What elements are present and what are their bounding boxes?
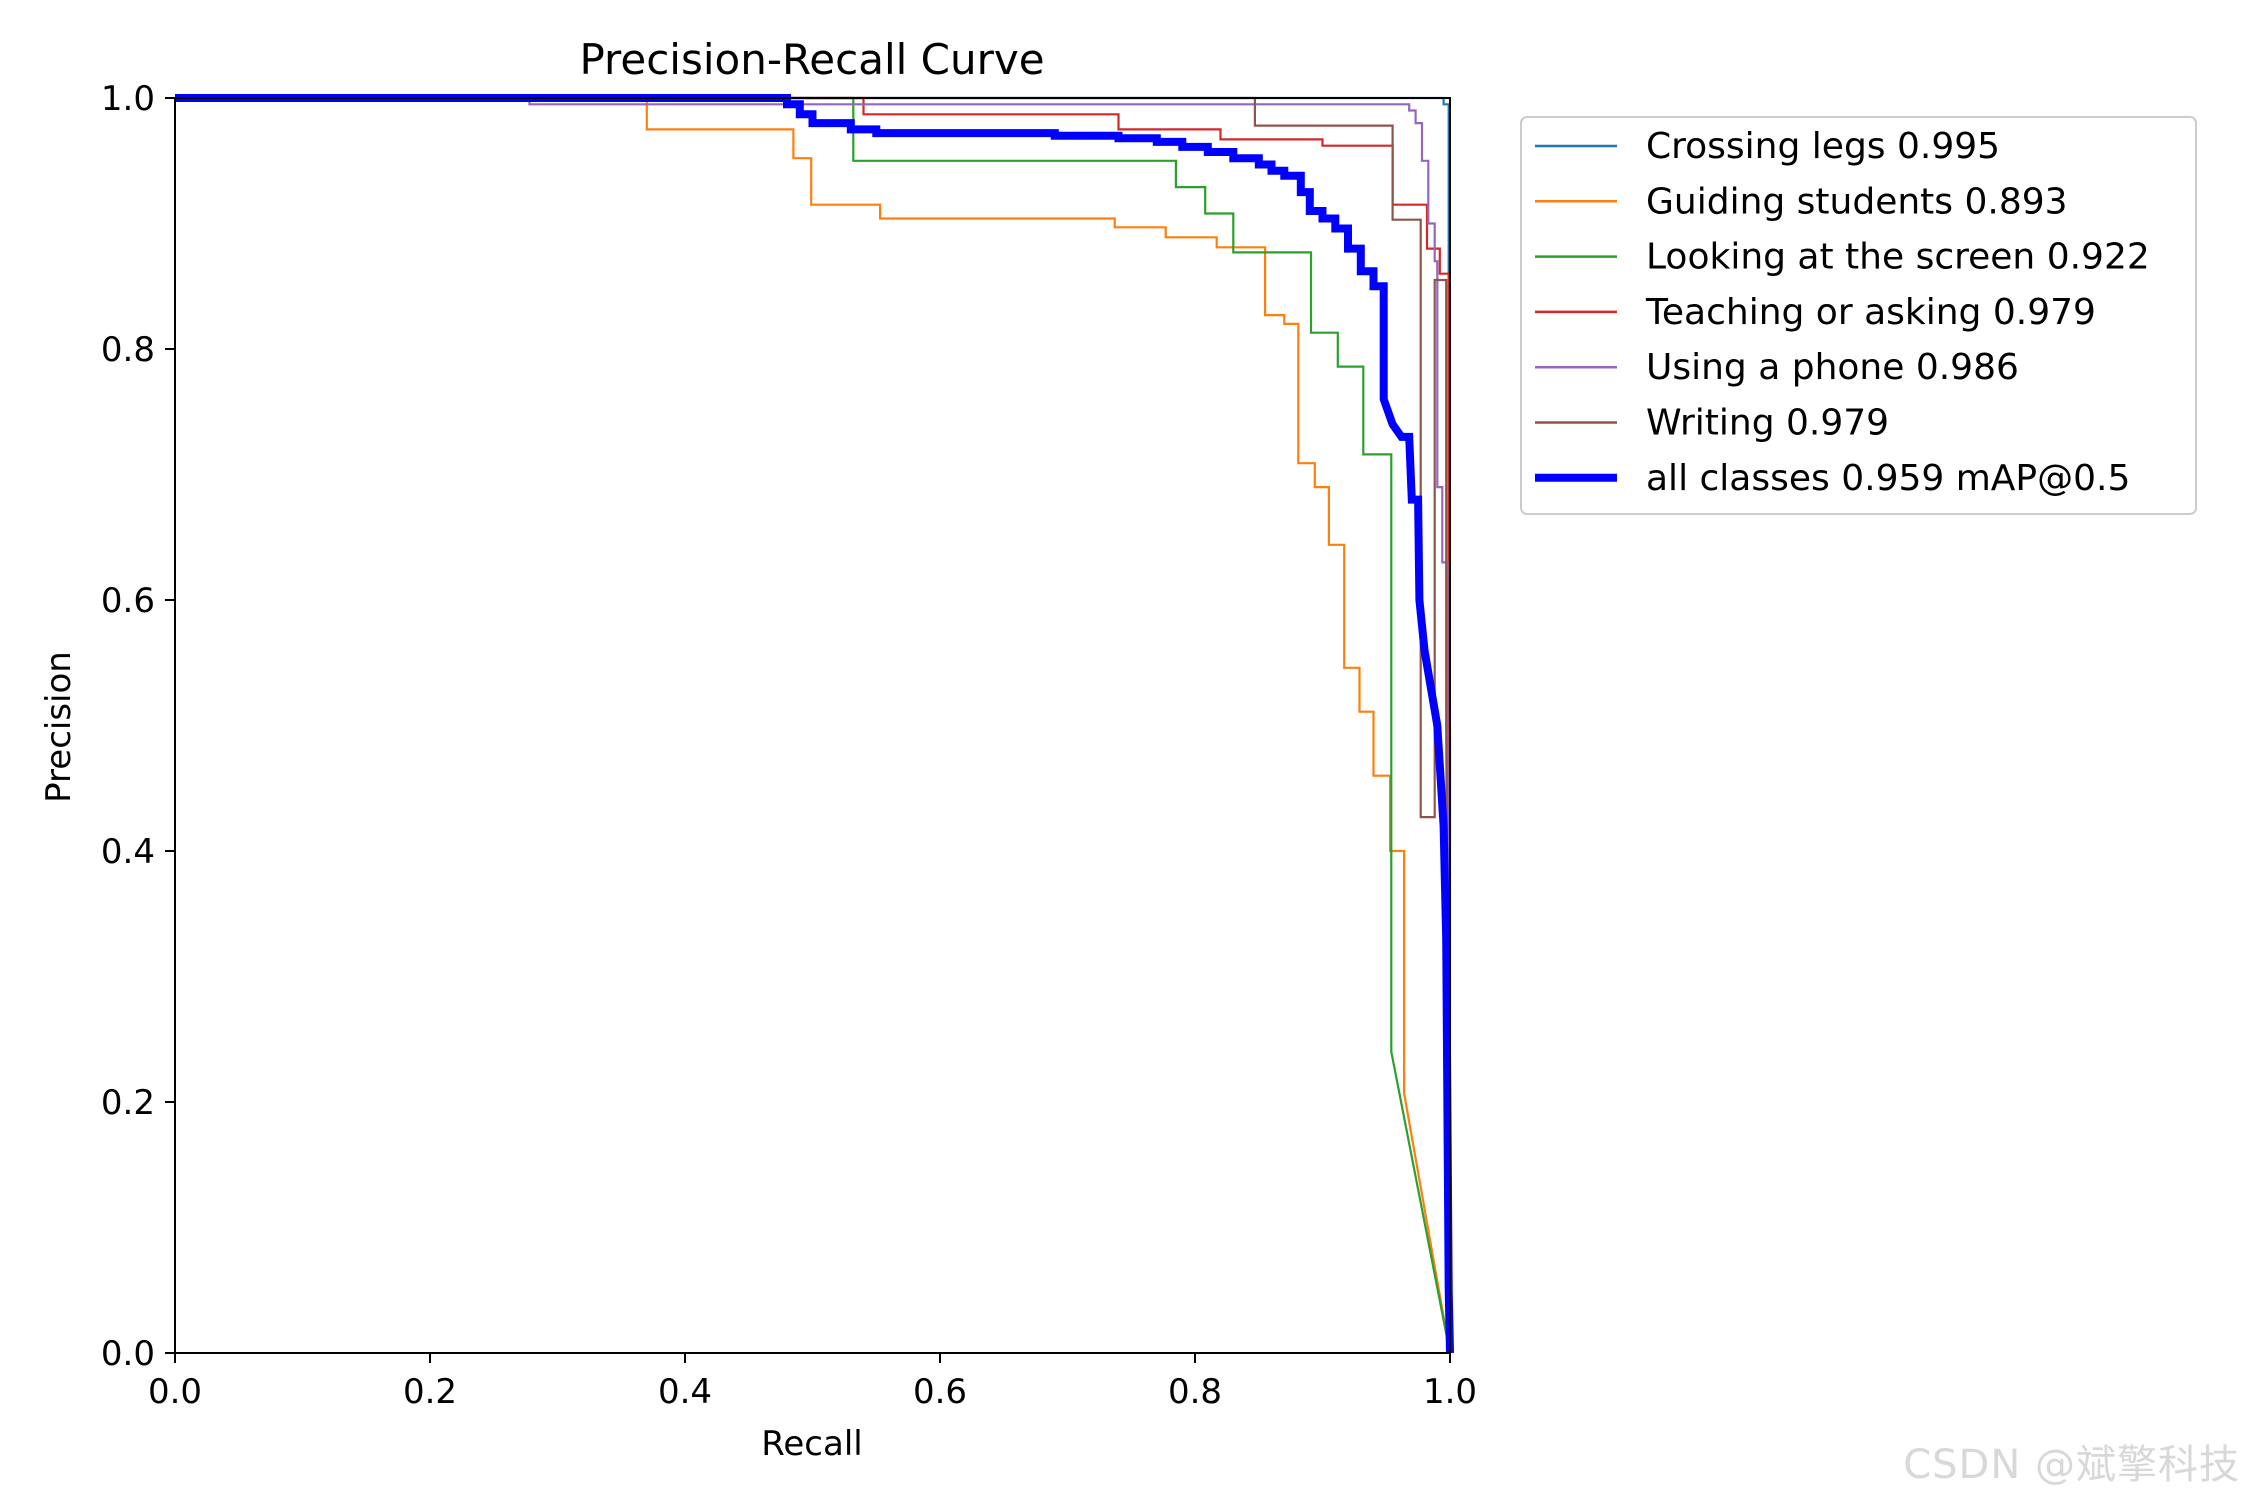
series-line-4 [175, 99, 1452, 1354]
legend-label-5: Writing 0.979 [1646, 403, 1889, 444]
x-tick-label: 0.4 [658, 1372, 712, 1412]
x-axis-ticks: 0.0 0.2 0.4 0.6 0.8 1.0 [148, 1353, 1477, 1412]
watermark: CSDN @斌擎科技 [1903, 1442, 2240, 1488]
x-tick-label: 0.6 [913, 1372, 967, 1412]
x-tick-label: 0.2 [403, 1372, 457, 1412]
series-line-3 [175, 96, 1452, 1354]
plot-area [175, 98, 1450, 1353]
y-tick-label: 0.0 [101, 1334, 155, 1374]
y-axis-ticks: 0.0 0.2 0.4 0.6 0.8 1.0 [101, 79, 175, 1374]
y-tick-label: 0.2 [101, 1083, 155, 1123]
x-tick-label: 0.0 [148, 1372, 202, 1412]
legend-label-6: all classes 0.959 mAP@0.5 [1646, 458, 2130, 499]
y-tick-label: 0.6 [101, 581, 155, 621]
series-line-1 [175, 96, 1452, 1354]
legend-label-0: Crossing legs 0.995 [1646, 126, 2000, 167]
x-axis-label: Recall [761, 1424, 862, 1464]
legend-label-3: Teaching or asking 0.979 [1645, 292, 2096, 333]
legend-frame [1520, 116, 2197, 515]
x-tick-label: 0.8 [1168, 1372, 1222, 1412]
chart-title: Precision-Recall Curve [579, 35, 1044, 84]
legend: Crossing legs 0.995 Guiding students 0.89… [1520, 116, 2197, 515]
series-line-6 [175, 94, 1454, 1354]
series-line-2 [175, 96, 1452, 1354]
legend-label-1: Guiding students 0.893 [1646, 181, 2068, 222]
y-axis-label: Precision [39, 651, 79, 803]
legend-label-4: Using a phone 0.986 [1646, 347, 2019, 388]
y-tick-label: 0.8 [101, 330, 155, 370]
x-tick-label: 1.0 [1423, 1372, 1477, 1412]
plot-frame [174, 97, 1451, 1354]
y-tick-label: 1.0 [101, 79, 155, 119]
y-tick-label: 0.4 [101, 832, 155, 872]
legend-label-2: Looking at the screen 0.922 [1646, 237, 2150, 278]
